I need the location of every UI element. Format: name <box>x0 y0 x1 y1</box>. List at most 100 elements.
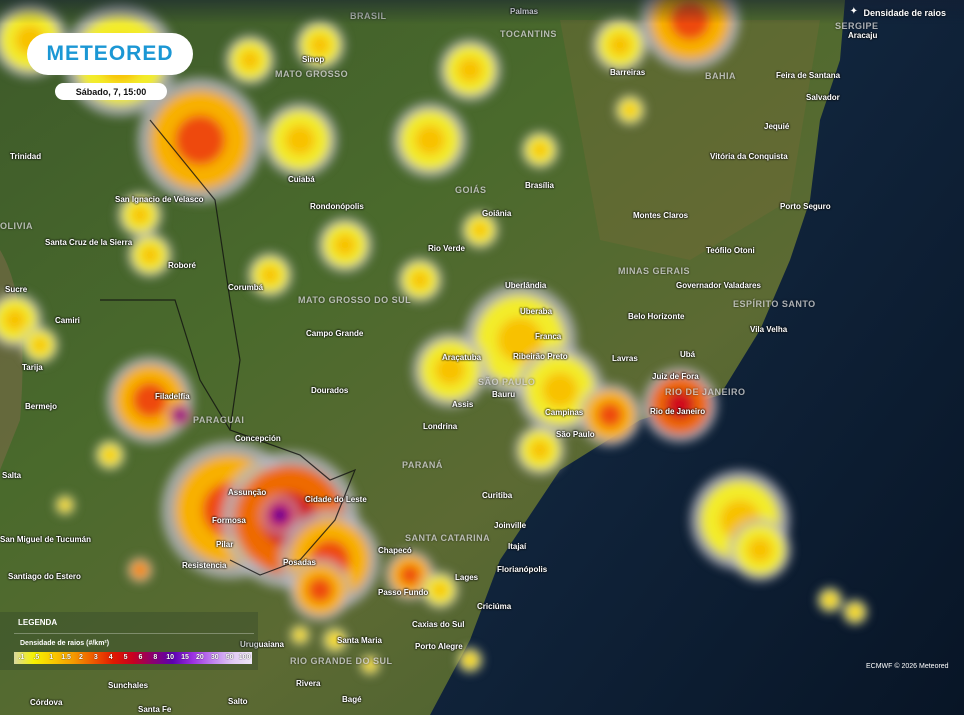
storm-core <box>132 382 168 418</box>
lightning-sparkle-icon: ✦ <box>849 6 858 17</box>
city-label: Chapecó <box>378 546 412 555</box>
city-label: Vila Velha <box>750 325 788 334</box>
storm-core <box>285 125 315 155</box>
city-label: Araçatuba <box>442 353 482 362</box>
legend-color-scale: .1 .5 1 1.5 2 3 4 5 6 8 10 15 20 30 50 100 <box>14 652 252 664</box>
city-label: Bauru <box>492 390 516 399</box>
city-label: Sunchales <box>108 681 149 690</box>
region-label: GOIÁS <box>455 185 487 195</box>
region-label: MATO GROSSO DO SUL <box>298 295 412 305</box>
legend-value: 5 <box>123 654 128 661</box>
legend-subtitle: Densidade de raios (#/km²) <box>20 640 110 647</box>
region-label: MINAS GERAIS <box>618 266 691 276</box>
storm-core <box>597 402 623 428</box>
city-label: Rondonópolis <box>310 202 364 211</box>
city-label: Santiago do Estero <box>8 572 81 581</box>
city-label: Pilar <box>216 540 234 549</box>
storm-core <box>296 631 304 639</box>
region-label: TOCANTINS <box>500 29 557 39</box>
city-label: Roboré <box>168 261 196 270</box>
storm-core <box>334 234 356 256</box>
city-label: Assunção <box>228 488 267 497</box>
city-label: Vitória da Conquista <box>710 152 788 161</box>
city-label: Trinidad <box>10 152 42 161</box>
city-label: Lages <box>455 573 479 582</box>
storm-core <box>747 537 773 563</box>
legend-value: .5 <box>33 654 40 661</box>
city-label: Rio de Janeiro <box>650 407 706 416</box>
city-label: Feira de Santana <box>776 71 841 80</box>
city-label: Cuiabá <box>288 175 315 184</box>
legend-value: 15 <box>181 654 189 661</box>
city-label: Montes Claros <box>633 211 689 220</box>
storm-core <box>135 565 145 575</box>
storm-core <box>497 317 543 363</box>
dry-terrain <box>560 20 820 260</box>
storm-core <box>141 246 159 264</box>
storm-core <box>175 410 185 420</box>
storm-core <box>310 35 330 55</box>
city-label: Campo Grande <box>306 329 364 338</box>
city-label: Salta <box>2 471 22 480</box>
city-label: Joinville <box>494 521 527 530</box>
city-label: Ubá <box>680 350 696 359</box>
city-label: Tarija <box>22 363 43 372</box>
city-label: Uruguaiana <box>240 640 285 649</box>
city-label: Rio Verde <box>428 244 465 253</box>
legend-value: .1 <box>18 654 25 661</box>
city-label: Filadelfia <box>155 392 190 401</box>
legend-value: 1 <box>49 654 54 661</box>
timestamp-badge: Sábado, 7, 15:00 <box>55 83 167 100</box>
layer-title[interactable]: Densidade de raios <box>863 8 946 18</box>
legend-value: 6 <box>138 654 143 661</box>
storm-core <box>457 57 483 83</box>
storm-core <box>32 337 48 353</box>
storm-core <box>272 507 288 523</box>
storm-core <box>435 355 465 385</box>
city-label: Assis <box>452 400 474 409</box>
city-label: Santa Cruz de la Sierra <box>45 238 133 247</box>
city-label: Londrina <box>423 422 458 431</box>
storm-core <box>131 206 149 224</box>
region-label: SÃO PAULO <box>478 377 536 387</box>
storm-core <box>530 440 550 460</box>
legend-value: 30 <box>210 654 219 661</box>
storm-core <box>415 125 445 155</box>
legend-divider <box>14 633 254 634</box>
legend-value: 10 <box>166 654 175 661</box>
meteored-logo[interactable]: METEORED <box>27 33 193 75</box>
storm-core <box>850 607 860 617</box>
city-label: Formosa <box>212 516 246 525</box>
legend-value: 100 <box>238 654 251 661</box>
region-label: PARANÁ <box>402 460 443 470</box>
storm-core <box>825 595 835 605</box>
city-label: Ribeirão Preto <box>513 352 568 361</box>
ocean <box>430 0 964 715</box>
region-label: OLIVIA <box>0 221 34 231</box>
city-label: Teófilo Otoni <box>706 246 755 255</box>
storm-core <box>465 655 475 665</box>
city-label: Camiri <box>55 316 80 325</box>
storm-core <box>240 50 260 70</box>
legend-value: 4 <box>108 654 113 661</box>
copyright: ECMWF © 2026 Meteored <box>866 663 949 670</box>
city-label: Brasília <box>525 181 554 190</box>
city-label: Juiz de Fora <box>652 372 699 381</box>
city-label: Bagé <box>342 695 362 704</box>
city-label: Governador Valadares <box>676 281 761 290</box>
city-label: San Ignacio de Velasco <box>115 195 204 204</box>
top-bar <box>0 0 964 24</box>
city-label: Salvador <box>806 93 840 102</box>
city-label: Caxias do Sul <box>412 620 465 629</box>
region-label: ESPÍRITO SANTO <box>733 299 816 309</box>
city-label: Porto Alegre <box>415 642 463 651</box>
region-label: RIO GRANDE DO SUL <box>290 656 393 666</box>
storm-core <box>175 115 225 165</box>
city-label: Franca <box>535 332 562 341</box>
legend-value: 50 <box>225 654 234 661</box>
city-label: Sucre <box>5 285 28 294</box>
city-label: Campinas <box>545 408 584 417</box>
region-label: RIO DE JANEIRO <box>665 387 746 397</box>
storm-core <box>366 661 374 669</box>
city-label: Sinop <box>302 55 325 64</box>
